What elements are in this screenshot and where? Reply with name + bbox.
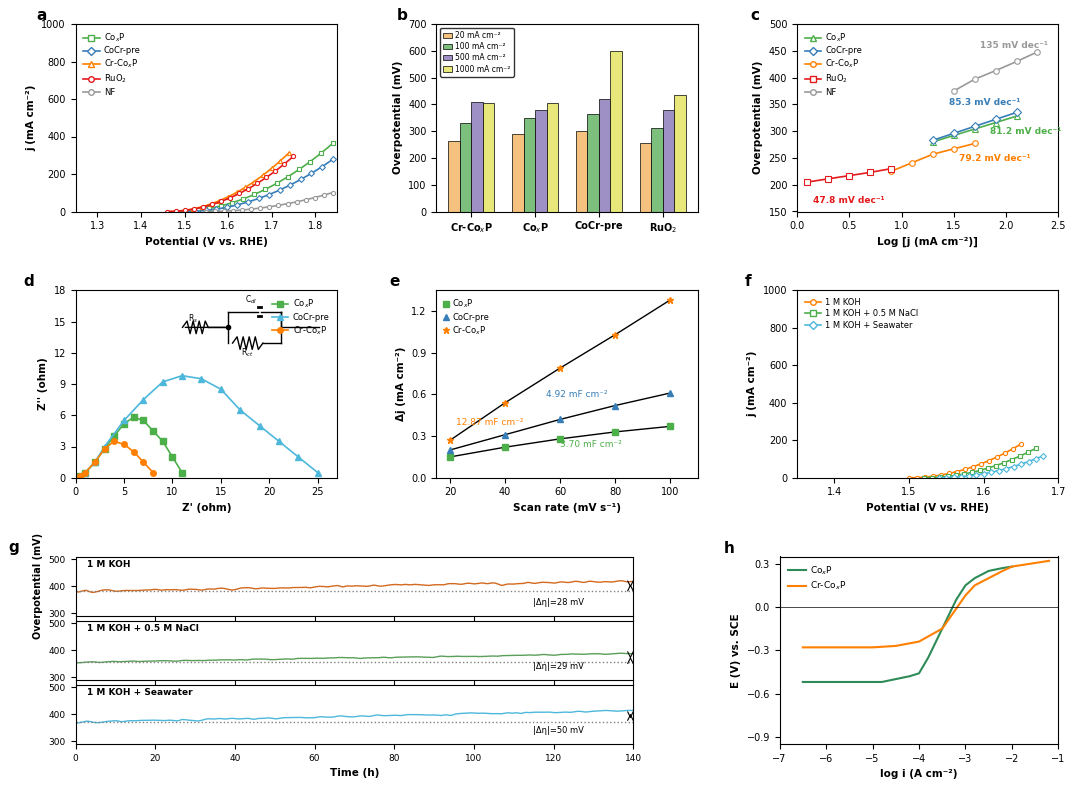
Text: c: c	[750, 8, 759, 23]
Text: 135 mV dec⁻¹: 135 mV dec⁻¹	[980, 41, 1048, 50]
Bar	[576, 131, 588, 211]
Bar	[512, 134, 524, 211]
Text: g: g	[9, 540, 19, 554]
Text: f: f	[745, 274, 752, 290]
X-axis label: Potential (V vs. RHE): Potential (V vs. RHE)	[145, 237, 268, 246]
Legend: 1 M KOH, 1 M KOH + 0.5 M NaCl, 1 M KOH + Seawater: 1 M KOH, 1 M KOH + 0.5 M NaCl, 1 M KOH +…	[801, 294, 922, 333]
Y-axis label: j (mA cm⁻²): j (mA cm⁻²)	[26, 85, 36, 151]
Bar	[483, 103, 495, 211]
Text: 85.3 mV dec⁻¹: 85.3 mV dec⁻¹	[948, 98, 1020, 107]
Y-axis label: j (mA cm⁻²): j (mA cm⁻²)	[747, 351, 757, 417]
Text: 1 M KOH: 1 M KOH	[86, 560, 131, 569]
Text: 79.2 mV dec⁻¹: 79.2 mV dec⁻¹	[959, 154, 1030, 162]
Legend: Co$_x$P, CoCr-pre, Cr-Co$_x$P: Co$_x$P, CoCr-pre, Cr-Co$_x$P	[441, 294, 492, 340]
X-axis label: Time (h): Time (h)	[329, 768, 379, 778]
X-axis label: Log [j (mA cm⁻²)]: Log [j (mA cm⁻²)]	[877, 237, 978, 247]
Text: |Δη|=29 mV: |Δη|=29 mV	[532, 662, 583, 671]
Bar	[599, 99, 610, 211]
Bar	[674, 95, 686, 211]
Legend: Co$_x$P, Cr-Co$_x$P: Co$_x$P, Cr-Co$_x$P	[784, 561, 850, 596]
Text: e: e	[389, 274, 400, 290]
Text: 81.2 mV dec⁻¹: 81.2 mV dec⁻¹	[990, 127, 1062, 136]
Legend: Co$_x$P, CoCr-pre, Cr-Co$_x$P, RuO$_2$, NF: Co$_x$P, CoCr-pre, Cr-Co$_x$P, RuO$_2$, …	[801, 28, 865, 100]
Text: 3.70 mF cm⁻²: 3.70 mF cm⁻²	[561, 440, 622, 449]
Text: 47.8 mV dec⁻¹: 47.8 mV dec⁻¹	[813, 197, 885, 206]
Bar	[471, 102, 483, 211]
Text: a: a	[37, 8, 46, 23]
X-axis label: Z' (ohm): Z' (ohm)	[181, 503, 231, 513]
Bar	[535, 110, 546, 211]
Bar	[546, 103, 558, 211]
X-axis label: log i (A cm⁻²): log i (A cm⁻²)	[880, 770, 958, 779]
Y-axis label: Overpotential (mV): Overpotential (mV)	[392, 61, 403, 174]
Bar	[524, 118, 535, 211]
Text: 1 M KOH + 0.5 M NaCl: 1 M KOH + 0.5 M NaCl	[86, 624, 199, 634]
X-axis label: Scan rate (mV s⁻¹): Scan rate (mV s⁻¹)	[513, 503, 621, 513]
Bar	[663, 110, 674, 211]
Legend: Co$_x$P, CoCr-pre, Cr-Co$_x$P, RuO$_2$, NF: Co$_x$P, CoCr-pre, Cr-Co$_x$P, RuO$_2$, …	[80, 28, 144, 100]
Bar	[460, 123, 471, 211]
Text: h: h	[724, 541, 734, 556]
Text: |Δη|=50 mV: |Δη|=50 mV	[532, 726, 583, 735]
Bar	[588, 114, 599, 211]
Y-axis label: Overpotential (mV): Overpotential (mV)	[33, 533, 43, 639]
Text: 12.87 mF cm⁻²: 12.87 mF cm⁻²	[456, 418, 523, 427]
Bar	[651, 129, 663, 211]
Text: 1 M KOH + Seawater: 1 M KOH + Seawater	[86, 688, 192, 698]
Y-axis label: Overpotential (mV): Overpotential (mV)	[753, 61, 764, 174]
Bar	[639, 143, 651, 211]
Text: |Δη|=28 mV: |Δη|=28 mV	[532, 598, 584, 607]
Text: b: b	[397, 8, 408, 23]
Bar	[610, 50, 622, 211]
Y-axis label: E (V) vs. SCE: E (V) vs. SCE	[731, 613, 741, 687]
Text: 4.92 mF cm⁻²: 4.92 mF cm⁻²	[546, 390, 608, 399]
Bar	[448, 141, 460, 211]
Legend: 20 mA cm⁻², 100 mA cm⁻², 500 mA cm⁻², 1000 mA cm⁻²: 20 mA cm⁻², 100 mA cm⁻², 500 mA cm⁻², 10…	[441, 28, 514, 77]
X-axis label: Potential (V vs. RHE): Potential (V vs. RHE)	[866, 503, 989, 513]
Text: d: d	[24, 274, 35, 290]
Legend: Co$_x$P, CoCr-pre, Cr-Co$_x$P: Co$_x$P, CoCr-pre, Cr-Co$_x$P	[269, 294, 333, 340]
Y-axis label: Z'' (ohm): Z'' (ohm)	[38, 358, 48, 410]
Y-axis label: Δj (mA cm⁻²): Δj (mA cm⁻²)	[395, 347, 406, 421]
